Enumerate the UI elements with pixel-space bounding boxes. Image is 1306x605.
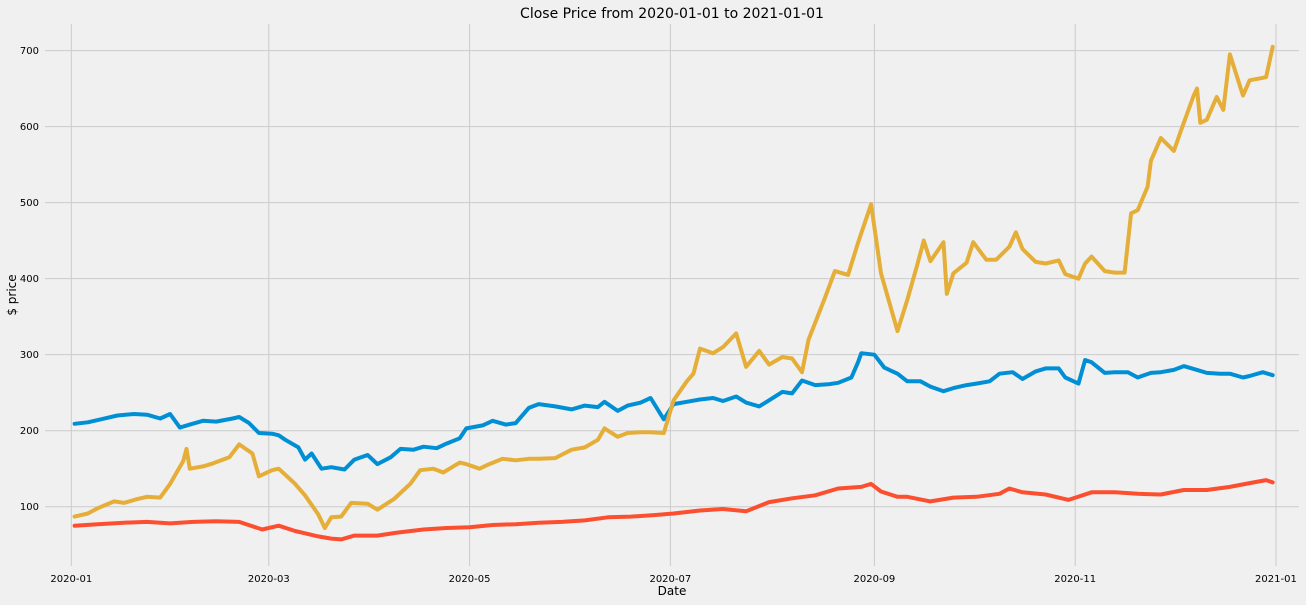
x-tick-label: 2020-09 (854, 574, 896, 585)
x-tick-label: 2020-01 (50, 574, 92, 585)
x-tick-label: 2020-07 (649, 574, 691, 585)
y-tick-label: 300 (20, 350, 39, 361)
x-tick-label: 2020-03 (248, 574, 290, 585)
x-tick-labels: 2020-01 2020-03 2020-05 2020-07 2020-09 2020-… (50, 574, 1296, 585)
y-axis-label: $ price (5, 274, 19, 315)
series-line-yellow (72, 44, 1275, 530)
x-axis-label: Date (658, 584, 687, 598)
y-tick-label: 700 (20, 46, 39, 57)
y-tick-label: 200 (20, 426, 39, 437)
x-tick-label: 2021-01 (1255, 574, 1297, 585)
y-tick-label: 500 (20, 198, 39, 209)
x-tick-label: 2020-05 (449, 574, 491, 585)
y-tick-label: 400 (20, 274, 39, 285)
y-tick-labels: 100 200 300 400 500 600 700 (20, 46, 39, 513)
chart-title: Close Price from 2020-01-01 to 2021-01-0… (520, 6, 824, 22)
grid-lines (45, 24, 1299, 566)
series-layer (72, 44, 1275, 542)
y-tick-label: 600 (20, 122, 39, 133)
y-tick-label: 100 (20, 502, 39, 513)
plot-area (45, 24, 1299, 566)
series-line-red (72, 478, 1275, 542)
x-tick-label: 2020-11 (1054, 574, 1096, 585)
series-line-blue (72, 351, 1275, 472)
